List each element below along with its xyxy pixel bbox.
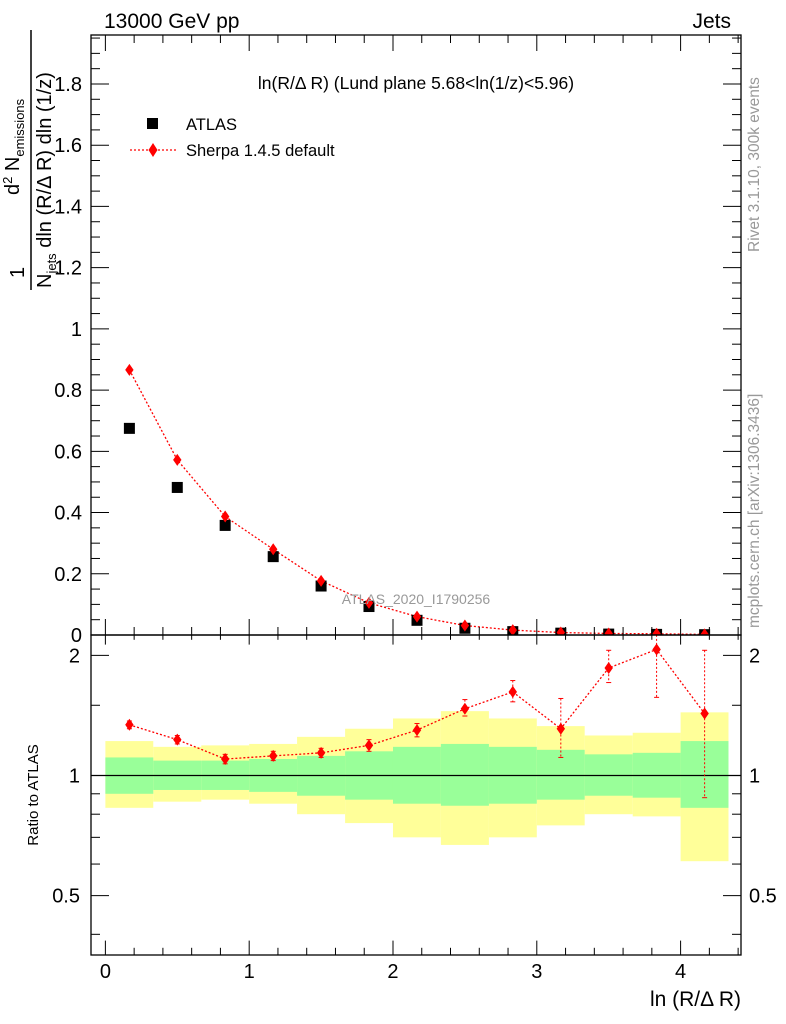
ratio-point-7: [460, 702, 470, 715]
plot-title: ln(R/Δ R) (Lund plane 5.68<ln(1/z)<5.96): [258, 73, 574, 93]
green-band-bin-9: [536, 749, 585, 800]
analysis-watermark: ATLAS_2020_I1790256: [342, 591, 491, 607]
mcplots-label: mcplots.cern.ch [arXiv:1306.3436]: [746, 394, 763, 628]
atlas-point-1: [171, 481, 183, 493]
ratio-tick-label-right-1: 1: [749, 766, 760, 788]
sherpa-point-12: [700, 628, 709, 635]
x-tick-label-4: 4: [675, 961, 686, 983]
legend-atlas-label: ATLAS: [186, 116, 237, 134]
ratio-tick-label-right-0: 0.5: [749, 886, 777, 908]
sherpa-point-3: [269, 543, 278, 556]
sherpa-point-9: [556, 626, 566, 635]
legend-atlas-marker: [147, 118, 158, 129]
y-axis-label-one: 1: [7, 267, 29, 278]
ratio-point-9: [556, 722, 566, 735]
sherpa-point-10: [604, 627, 613, 635]
legend-sherpa-label: Sherpa 1.4.5 default: [186, 142, 335, 160]
ratio-tick-label-right-2: 2: [749, 645, 760, 667]
atlas-point-2: [219, 519, 231, 531]
ratio-point-8: [508, 685, 517, 698]
sherpa-point-2: [220, 510, 230, 523]
green-band-bin-7: [440, 743, 489, 806]
x-axis-label: ln (R/Δ R): [650, 988, 741, 1011]
ratio-tick-labels: 0.5 0.5 1 1 2 2: [52, 645, 777, 907]
y-tick-label-7: 1.4: [54, 196, 82, 218]
x-tick-label-3: 3: [531, 961, 542, 983]
sherpa-point-1: [173, 453, 182, 466]
ratio-point-12: [700, 707, 709, 720]
y-tick-label-1: 0.2: [54, 564, 82, 586]
ratio-point-11: [652, 643, 661, 656]
y-tick-label-4: 0.8: [54, 380, 82, 402]
x-tick-label-0: 0: [100, 961, 111, 983]
ratio-point-3: [269, 749, 278, 762]
ratio-frame: [90, 634, 742, 956]
legend-sherpa-marker: [148, 143, 158, 157]
y-tick-label-3: 0.6: [54, 441, 82, 463]
x-tick-labels: 0 1 2 3 4: [100, 961, 686, 983]
y-axis-label-numerator: d2 Nemissions: [0, 98, 27, 195]
ratio-point-2: [220, 753, 230, 766]
main-markers: [123, 363, 711, 635]
ratio-markers: [125, 635, 709, 799]
y-tick-label-0: 0: [71, 625, 82, 647]
ratio-point-4: [316, 746, 326, 759]
energy-label: 13000 GeV pp: [104, 10, 239, 33]
ratio-tick-label-left-2: 2: [69, 645, 80, 667]
y-axis-label-denominator: Njets dln (R/Δ R) dln (1/z): [34, 72, 59, 288]
ratio-point-6: [412, 724, 422, 737]
ratio-axis-label: Ratio to ATLAS: [25, 744, 42, 845]
ratio-point-5: [364, 739, 374, 752]
ratio-tick-label-left-1: 1: [69, 766, 80, 788]
y-axis-label: 1 Njets dln (R/Δ R) dln (1/z) d2 Nemissi…: [0, 30, 59, 290]
x-tick-label-2: 2: [387, 961, 398, 983]
sherpa-point-7: [460, 619, 470, 632]
y-tick-labels: 0 0.2 0.4 0.6 0.8 1 1.2 1.4 1.6 1.8: [54, 74, 82, 647]
y-tick-label-6: 1.2: [54, 258, 82, 280]
x-tick-label-1: 1: [244, 961, 255, 983]
atlas-point-0: [123, 422, 135, 434]
y-tick-label-2: 0.4: [54, 503, 82, 525]
axis-ticks: [91, 35, 741, 955]
sherpa-point-6: [412, 610, 422, 623]
ratio-point-1: [173, 733, 182, 746]
y-tick-label-9: 1.8: [54, 74, 82, 96]
ratio-point-10: [604, 661, 613, 674]
legend: ATLAS Sherpa 1.4.5 default: [130, 116, 335, 160]
rivet-label: Rivet 3.1.10, 300k events: [746, 77, 763, 252]
sherpa-point-5: [364, 596, 374, 609]
y-tick-label-5: 1: [71, 319, 82, 341]
y-tick-label-8: 1.6: [54, 135, 82, 157]
sherpa-point-11: [652, 627, 661, 635]
sherpa-point-4: [316, 574, 326, 587]
atlas-point-3: [267, 551, 279, 563]
ratio-tick-label-left-0: 0.5: [52, 886, 80, 908]
ratio-point-0: [125, 718, 134, 731]
sherpa-point-0: [125, 363, 134, 376]
sherpa-point-8: [508, 624, 517, 635]
category-label: Jets: [692, 10, 731, 33]
